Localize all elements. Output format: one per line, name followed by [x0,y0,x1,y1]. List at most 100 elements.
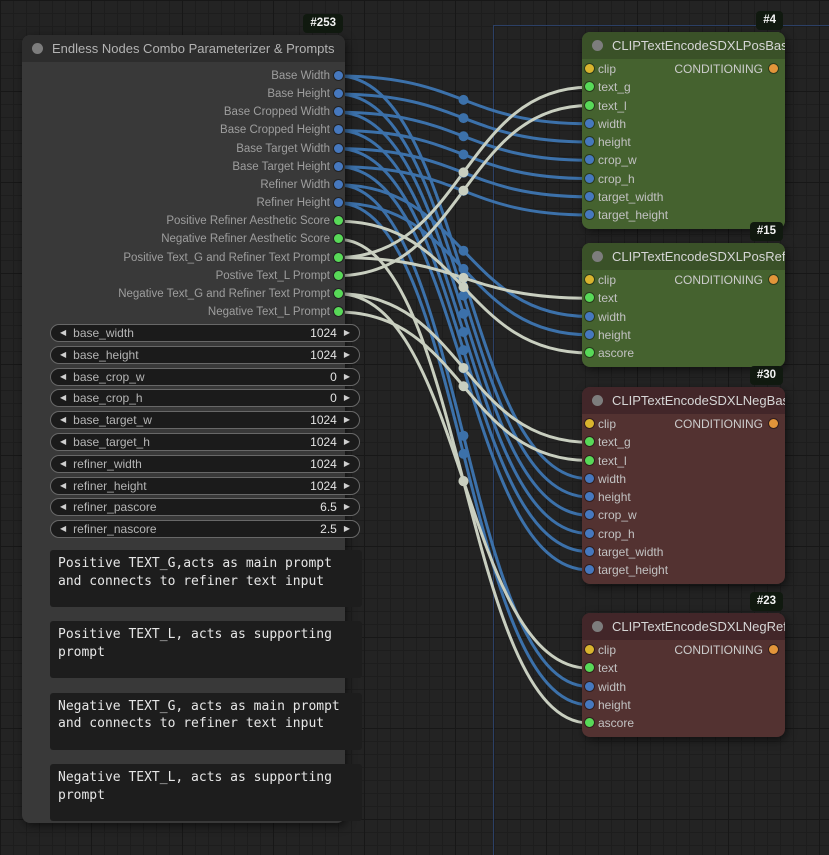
widget-increment-arrow-icon[interactable]: ▶ [343,480,350,490]
input-port-ascore[interactable] [584,718,594,727]
widget-decrement-arrow-icon[interactable]: ◀ [60,458,67,468]
widget-refiner_pascore[interactable]: ◀ refiner_pascore 6.5 ▶ [50,498,360,517]
widget-value[interactable]: 1024 [310,478,337,493]
collapse-dot-icon[interactable] [32,43,43,54]
output-port-negative-text-l-prompt[interactable] [333,306,343,316]
widget-base_crop_w[interactable]: ◀ base_crop_w 0 ▶ [50,367,360,386]
output-port-base-target-width[interactable] [333,143,343,153]
output-port-base-target-height[interactable] [333,161,343,171]
widget-increment-arrow-icon[interactable]: ▶ [343,458,350,468]
collapse-dot-icon[interactable] [592,40,603,51]
output-port-base-cropped-height[interactable] [333,125,343,135]
prompt-textarea-3[interactable]: Negative TEXT_L, acts as supporting prom… [50,764,362,822]
input-port-text[interactable] [584,293,594,303]
node-parameterizer[interactable]: #253 Endless Nodes Combo Parameterizer &… [22,14,362,823]
widget-value[interactable]: 1024 [310,326,337,340]
output-port-positive-text-g-and-refiner-text-prompt[interactable] [333,252,343,262]
node-cliptextencodesdxlposrefiner[interactable]: #15 CLIPTextEncodeSDXLPosRefiner clip CONDI… [582,222,785,367]
output-port-conditioning[interactable] [769,275,778,284]
output-port-refiner-height[interactable] [333,198,343,208]
input-port-height[interactable] [584,699,594,709]
input-port-text_l[interactable] [584,100,594,110]
input-port-text[interactable] [584,663,594,673]
widget-value[interactable]: 1024 [310,347,337,362]
output-port-positive-refiner-aesthetic-score[interactable] [333,216,343,226]
output-port-base-height[interactable] [333,89,343,99]
widget-base_width[interactable]: ◀ base_width 1024 ▶ [50,324,360,342]
output-port-negative-refiner-aesthetic-score[interactable] [333,234,343,244]
input-port-ascore[interactable] [584,348,594,357]
widget-value[interactable]: 0 [330,391,337,406]
widget-decrement-arrow-icon[interactable]: ◀ [60,371,67,381]
output-port-conditioning[interactable] [769,419,778,428]
widget-base_crop_h[interactable]: ◀ base_crop_h 0 ▶ [50,389,360,408]
input-port-target_width[interactable] [584,191,594,201]
input-port-crop_w[interactable] [584,155,594,165]
input-port-clip[interactable] [584,645,594,654]
widget-increment-arrow-icon[interactable]: ▶ [343,393,350,403]
input-port-height[interactable] [584,137,594,146]
widget-decrement-arrow-icon[interactable]: ◀ [60,502,67,512]
widget-decrement-arrow-icon[interactable]: ◀ [60,393,67,403]
input-port-clip[interactable] [584,419,594,428]
widget-decrement-arrow-icon[interactable]: ◀ [60,480,67,490]
output-port-conditioning[interactable] [769,645,778,654]
widget-increment-arrow-icon[interactable]: ▶ [343,524,350,534]
input-port-height[interactable] [584,492,594,501]
widget-increment-arrow-icon[interactable]: ▶ [343,415,350,425]
widget-decrement-arrow-icon[interactable]: ◀ [60,349,67,359]
input-port-text_g[interactable] [584,437,594,447]
prompt-textarea-0[interactable]: Positive TEXT_G,acts as main prompt and … [50,550,362,607]
input-port-clip[interactable] [584,275,594,284]
widget-refiner_nascore[interactable]: ◀ refiner_nascore 2.5 ▶ [50,520,360,539]
node-cliptextencodesdxlnegbase[interactable]: #30 CLIPTextEncodeSDXLNegBase clip CONDITIO… [582,366,785,584]
input-port-width[interactable] [584,473,594,483]
input-port-clip[interactable] [584,64,594,73]
widget-base_target_h[interactable]: ◀ base_target_h 1024 ▶ [50,433,360,451]
output-port-postive-text-l-prompt[interactable] [333,270,343,280]
widget-value[interactable]: 1024 [310,435,337,449]
widget-value[interactable]: 2.5 [320,522,337,537]
input-port-crop_h[interactable] [584,173,594,183]
collapse-dot-icon[interactable] [592,621,603,632]
widget-increment-arrow-icon[interactable]: ▶ [343,502,350,512]
widget-increment-arrow-icon[interactable]: ▶ [343,349,350,359]
node-cliptextencodesdxlnegrefiner[interactable]: #23 CLIPTextEncodeSDXLNegRefiner clip CONDI… [582,592,785,737]
node-cliptextencodesdxlposbase[interactable]: #4 CLIPTextEncodeSDXLPosBase clip CONDITION… [582,11,785,229]
prompt-textarea-2[interactable]: Negative TEXT_G, acts as main prompt and… [50,692,362,750]
node-titlebar[interactable]: CLIPTextEncodeSDXLNegBase [582,387,785,414]
output-port-negative-text-g-and-refiner-text-prompt[interactable] [333,288,343,298]
node-titlebar[interactable]: CLIPTextEncodeSDXLNegRefiner [582,613,785,640]
input-port-target_height[interactable] [584,210,594,219]
input-port-target_height[interactable] [584,565,594,574]
node-titlebar[interactable]: CLIPTextEncodeSDXLPosBase [582,32,785,59]
input-port-width[interactable] [584,118,594,128]
widget-decrement-arrow-icon[interactable]: ◀ [60,415,67,425]
input-port-text_l[interactable] [584,455,594,465]
output-port-base-cropped-width[interactable] [333,107,343,117]
input-port-height[interactable] [584,329,594,339]
widget-decrement-arrow-icon[interactable]: ◀ [60,328,67,337]
node-titlebar[interactable]: Endless Nodes Combo Parameterizer & Prom… [22,35,345,62]
prompt-textarea-1[interactable]: Positive TEXT_L, acts as supporting prom… [50,621,362,679]
input-port-width[interactable] [584,311,594,321]
widget-refiner_height[interactable]: ◀ refiner_height 1024 ▶ [50,476,360,495]
output-port-refiner-width[interactable] [333,179,343,189]
input-port-target_width[interactable] [584,546,594,556]
input-port-crop_w[interactable] [584,510,594,520]
widget-value[interactable]: 6.5 [320,500,337,515]
input-port-crop_h[interactable] [584,528,594,538]
widget-base_target_w[interactable]: ◀ base_target_w 1024 ▶ [50,411,360,430]
output-port-base-width[interactable] [333,71,343,80]
input-port-width[interactable] [584,681,594,691]
collapse-dot-icon[interactable] [592,395,603,406]
input-port-text_g[interactable] [584,82,594,92]
widget-increment-arrow-icon[interactable]: ▶ [343,328,350,337]
widget-value[interactable]: 1024 [310,413,337,428]
widget-base_height[interactable]: ◀ base_height 1024 ▶ [50,345,360,364]
widget-refiner_width[interactable]: ◀ refiner_width 1024 ▶ [50,454,360,473]
collapse-dot-icon[interactable] [592,251,603,262]
node-titlebar[interactable]: CLIPTextEncodeSDXLPosRefiner [582,243,785,270]
widget-value[interactable]: 0 [330,369,337,384]
